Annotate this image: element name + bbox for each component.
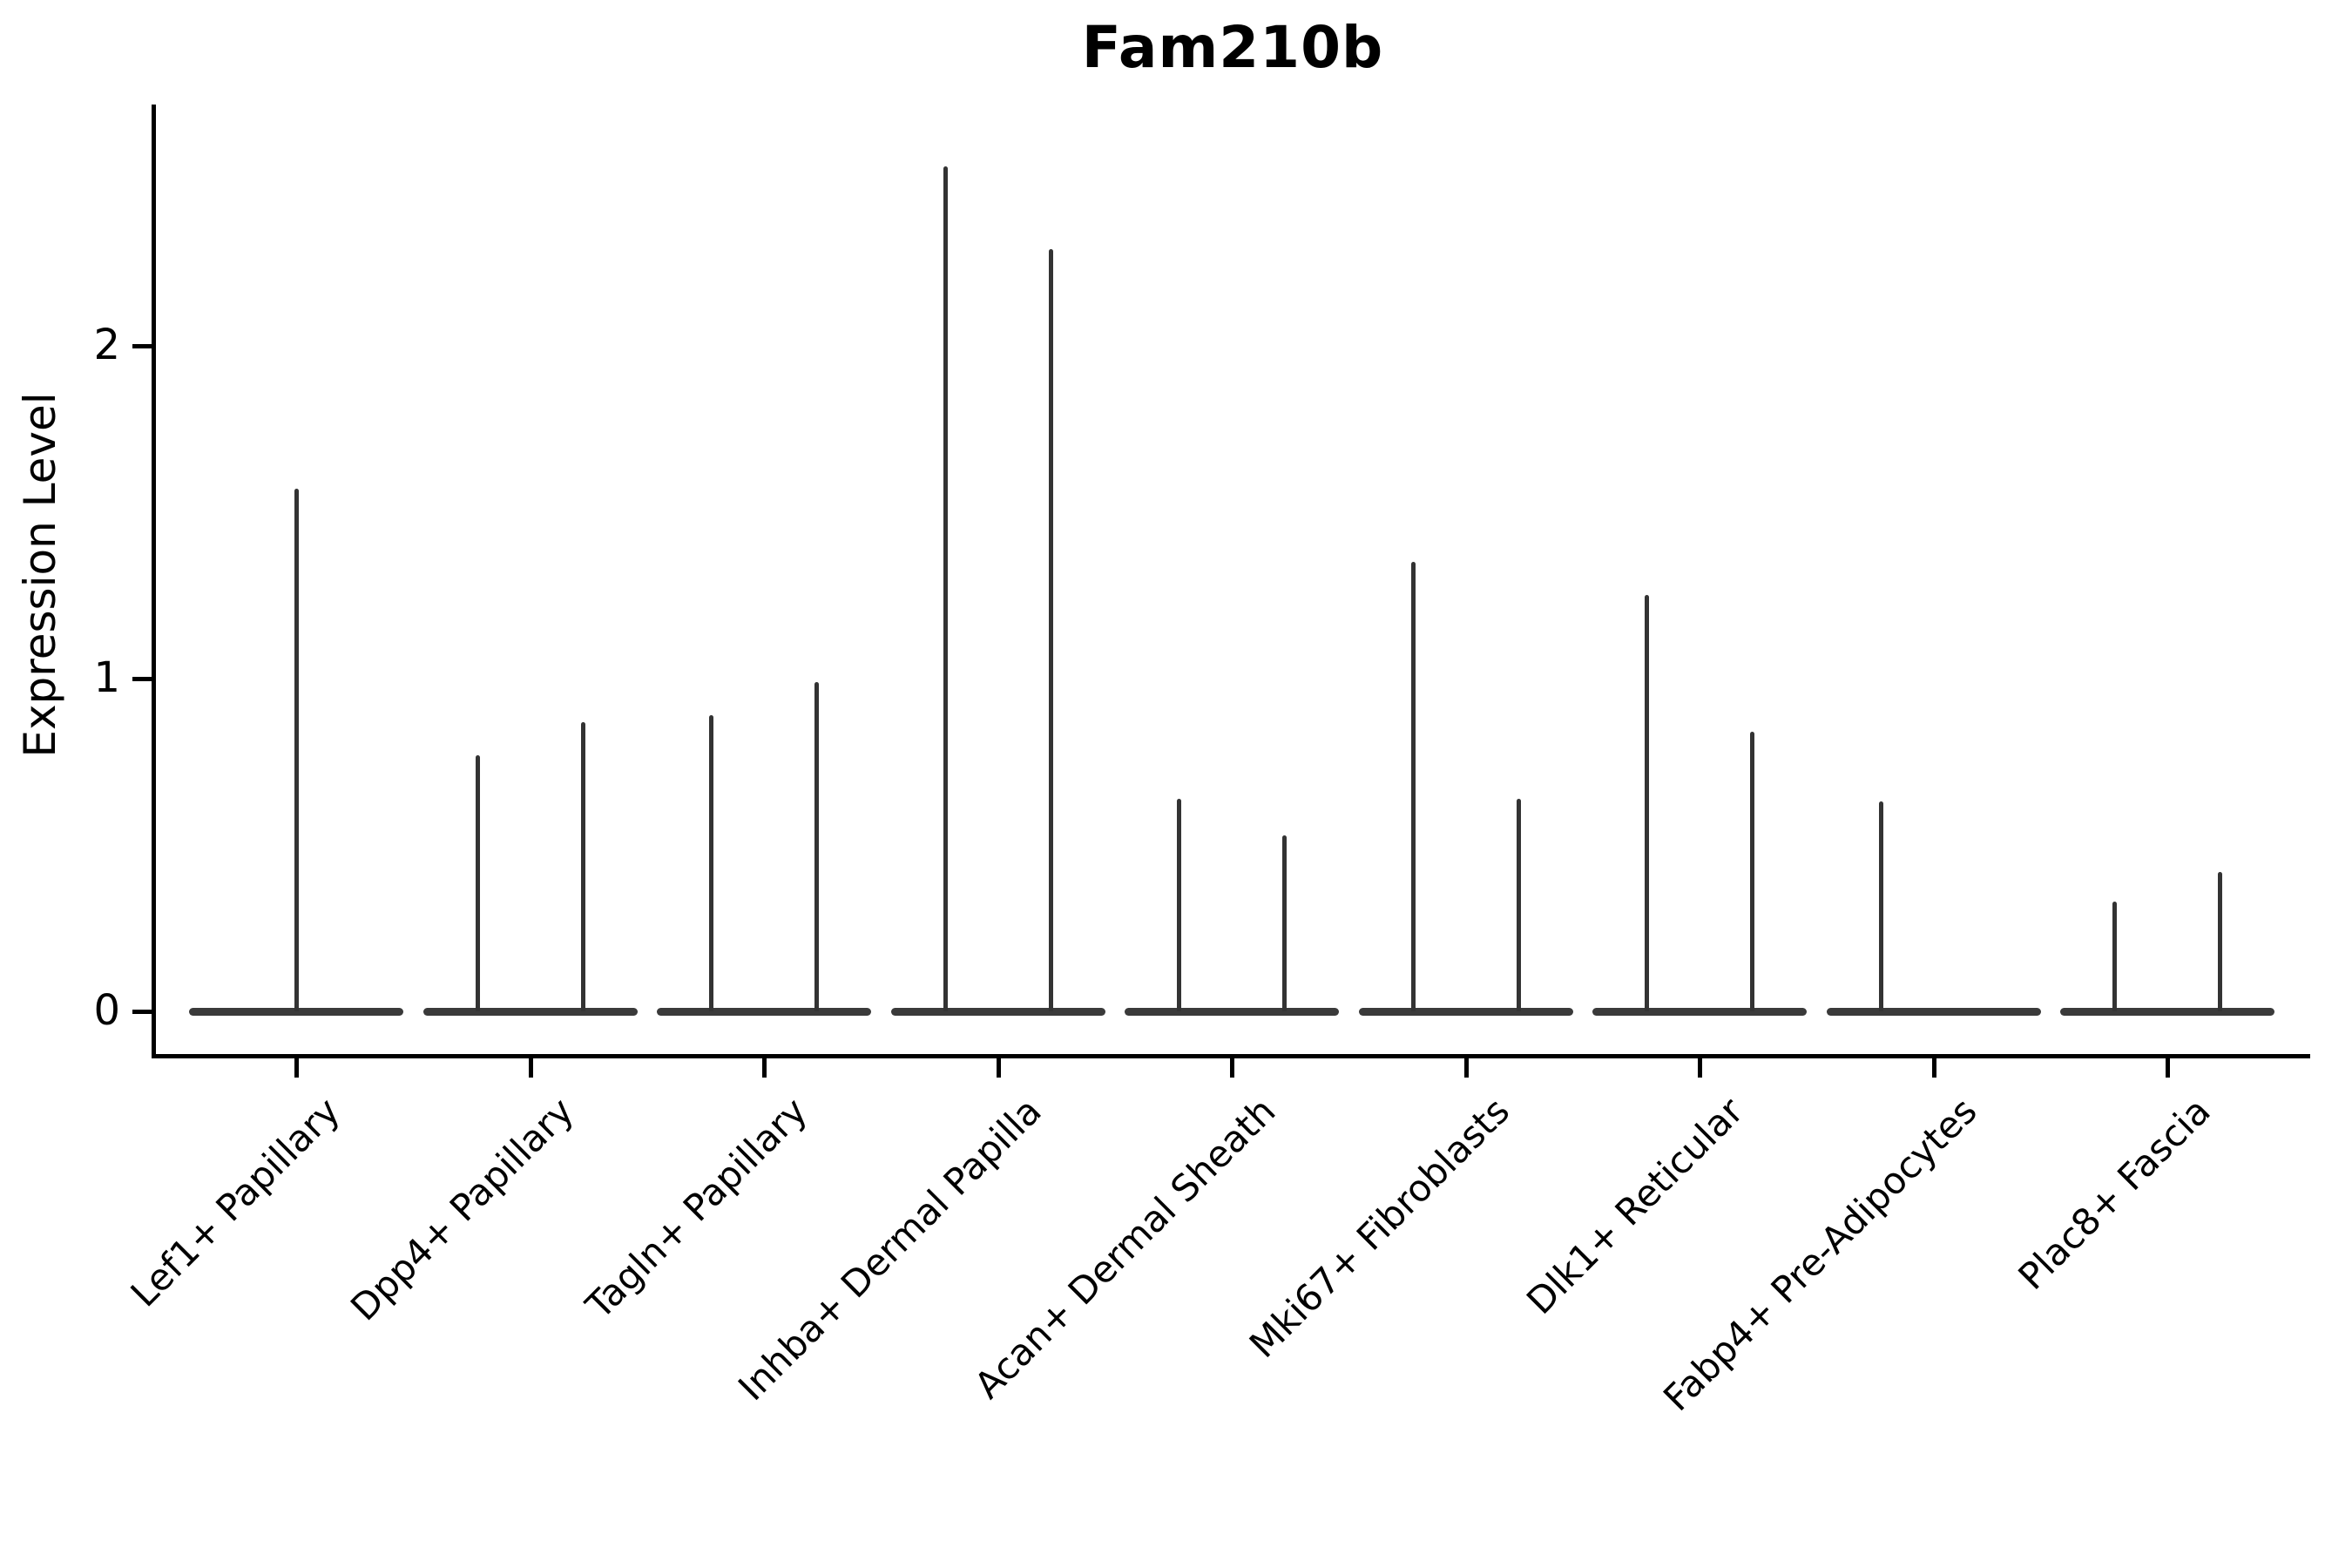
y-axis-tick bbox=[132, 1010, 152, 1014]
x-axis-tick bbox=[2166, 1058, 2170, 1078]
violin-base bbox=[657, 1008, 871, 1016]
violin-needle bbox=[1048, 249, 1053, 1011]
violin-needle bbox=[943, 166, 948, 1011]
y-axis-tick-label: 1 bbox=[93, 653, 120, 702]
violin-base bbox=[1826, 1008, 2041, 1016]
violin-base bbox=[890, 1008, 1105, 1016]
x-axis-tick-label: Mki67+ Fibroblasts bbox=[1240, 1089, 1517, 1367]
y-axis-tick bbox=[132, 344, 152, 348]
violin-base bbox=[1592, 1008, 1807, 1016]
x-axis-tick bbox=[1698, 1058, 1702, 1078]
x-axis-tick bbox=[528, 1058, 533, 1078]
y-axis-tick-label: 0 bbox=[93, 986, 120, 1035]
y-axis-tick-label: 2 bbox=[93, 321, 120, 369]
x-axis-tick-label: Plac8+ Fascia bbox=[2010, 1089, 2220, 1298]
violin-needle bbox=[1878, 801, 1883, 1011]
x-axis-tick-label: Tagln+ Papillary bbox=[578, 1089, 816, 1328]
x-axis-tick bbox=[762, 1058, 767, 1078]
violin-needle bbox=[709, 715, 713, 1011]
violin-needle bbox=[1177, 799, 1181, 1011]
x-axis-tick bbox=[1931, 1058, 1936, 1078]
violin-needle bbox=[1750, 732, 1754, 1011]
violin-needle bbox=[2218, 872, 2222, 1011]
violin-needle bbox=[2112, 902, 2117, 1011]
violin-needle bbox=[294, 489, 299, 1011]
x-axis-tick-label: Dlk1+ Reticular bbox=[1517, 1089, 1752, 1323]
violin-needle bbox=[1645, 595, 1649, 1011]
violin-needle bbox=[580, 722, 585, 1011]
x-axis-tick-label: Lef1+ Papillary bbox=[122, 1089, 348, 1315]
violin-base bbox=[1125, 1008, 1339, 1016]
x-axis-tick-label: Dpp4+ Papillary bbox=[341, 1089, 582, 1329]
violin-needle bbox=[475, 755, 480, 1011]
violin-needle bbox=[1410, 562, 1416, 1011]
x-axis-tick bbox=[1230, 1058, 1234, 1078]
violin-needle bbox=[1516, 799, 1521, 1011]
violin-needle bbox=[1282, 835, 1287, 1011]
x-axis-spine bbox=[152, 1054, 2310, 1058]
violin-base bbox=[2060, 1008, 2274, 1016]
x-axis-tick bbox=[996, 1058, 1001, 1078]
violin-base bbox=[189, 1008, 403, 1016]
chart-title: Fam210b bbox=[1081, 14, 1384, 81]
y-axis-label: Expression Level bbox=[15, 392, 65, 758]
x-axis-tick bbox=[1463, 1058, 1469, 1078]
y-axis-spine bbox=[152, 105, 156, 1058]
x-axis-tick bbox=[294, 1058, 299, 1078]
violin-base bbox=[422, 1008, 638, 1016]
violin-base bbox=[1358, 1008, 1573, 1016]
y-axis-tick bbox=[132, 677, 152, 681]
violin-needle bbox=[814, 682, 819, 1011]
